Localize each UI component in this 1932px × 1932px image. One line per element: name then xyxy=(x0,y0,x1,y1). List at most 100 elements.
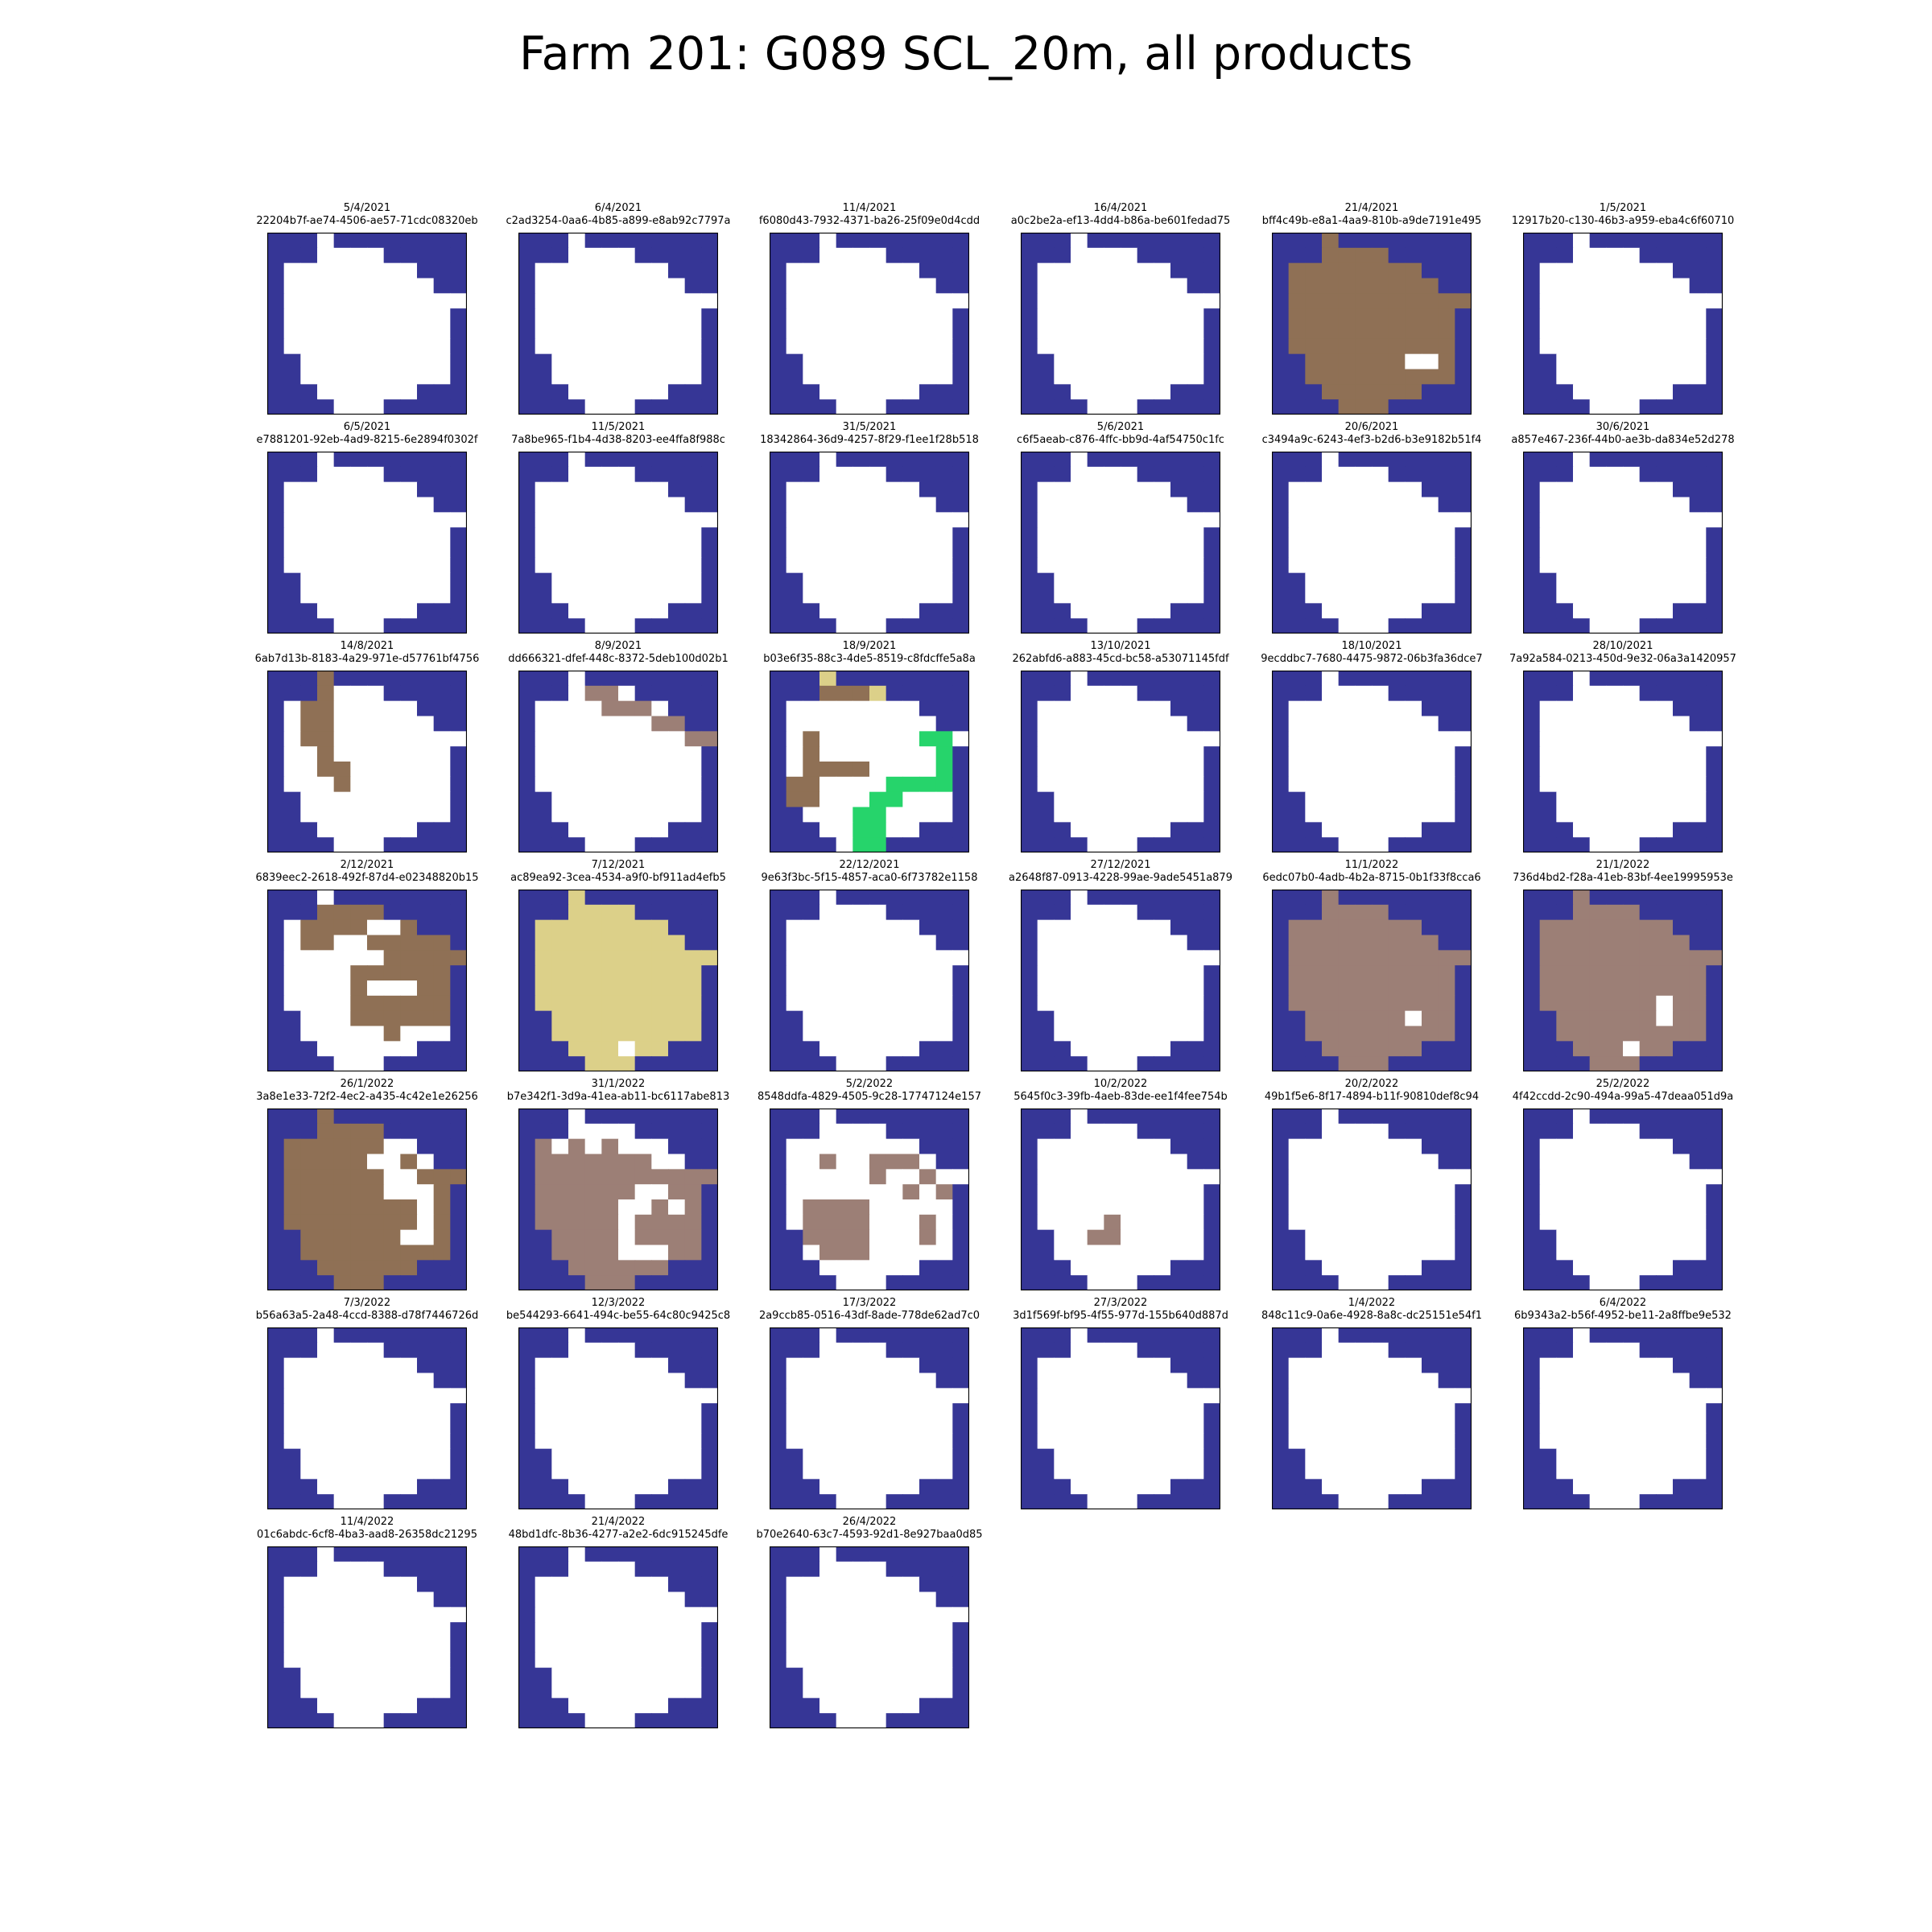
raster-cell xyxy=(400,466,418,483)
raster-cell xyxy=(1104,384,1121,400)
raster-cell xyxy=(803,762,820,778)
raster-cell xyxy=(317,603,335,619)
raster-cell xyxy=(300,1108,318,1125)
raster-cell xyxy=(1338,1010,1356,1027)
raster-cell xyxy=(584,543,602,559)
raster-cell xyxy=(902,1403,920,1419)
raster-cell xyxy=(618,1041,636,1057)
raster-cell xyxy=(267,807,285,823)
raster-cell xyxy=(317,762,335,778)
panel-product-id: dd666321-dfef-448c-8372-5deb100d02b1 xyxy=(508,653,729,665)
raster-cell xyxy=(1673,399,1690,415)
raster-cell xyxy=(651,671,669,687)
raster-cell xyxy=(819,603,837,619)
raster-cell xyxy=(283,338,301,355)
raster-cell xyxy=(350,1056,368,1071)
panel: 18/9/2021 b03e6f35-88c3-4de5-8519-c8fdcff… xyxy=(763,640,976,852)
raster-cell xyxy=(1054,1184,1071,1200)
raster-cell xyxy=(1071,1154,1088,1170)
raster-cell xyxy=(1639,700,1657,717)
raster-cell xyxy=(300,1041,318,1057)
panel-frame xyxy=(1523,671,1723,852)
raster-cell xyxy=(400,1041,418,1057)
raster-cell xyxy=(952,1463,969,1480)
raster-cell xyxy=(267,965,285,981)
raster-cell xyxy=(1154,338,1171,355)
raster-cell xyxy=(417,1433,435,1450)
raster-cell xyxy=(367,1229,385,1246)
raster-cell xyxy=(1523,497,1541,513)
raster-cell xyxy=(902,481,920,498)
raster-cell xyxy=(952,384,969,400)
raster-cell xyxy=(803,293,820,309)
raster-cell xyxy=(383,904,401,921)
raster-cell xyxy=(535,1056,552,1071)
raster-cell xyxy=(1104,353,1121,370)
raster-cell xyxy=(786,980,803,997)
raster-cell xyxy=(601,791,619,808)
raster-cell xyxy=(551,776,569,793)
raster-cell xyxy=(886,685,903,702)
raster-cell xyxy=(267,776,285,793)
raster-cell xyxy=(684,399,702,415)
raster-cell xyxy=(1706,1199,1723,1216)
raster-cell xyxy=(634,1433,652,1450)
raster-cell xyxy=(952,950,969,966)
raster-cell xyxy=(836,1245,853,1261)
raster-cell xyxy=(568,1448,586,1465)
raster-cell xyxy=(1539,1199,1557,1216)
raster-cell xyxy=(283,1214,301,1231)
raster-cell xyxy=(684,890,702,906)
raster-cell xyxy=(1388,1275,1406,1290)
raster-cell xyxy=(1203,1056,1220,1071)
raster-cell xyxy=(803,1357,820,1374)
raster-cell xyxy=(902,1184,920,1200)
raster-cell xyxy=(651,716,669,732)
raster-cell xyxy=(417,837,435,852)
raster-cell xyxy=(1121,369,1138,385)
raster-cell xyxy=(367,618,385,634)
raster-cell xyxy=(433,1229,451,1246)
raster-cell xyxy=(618,1342,636,1359)
raster-cell xyxy=(400,1169,418,1185)
raster-cell xyxy=(1104,995,1121,1012)
raster-cell xyxy=(518,466,536,483)
raster-cell xyxy=(1170,1229,1188,1246)
raster-cell xyxy=(1104,1056,1121,1071)
raster-cell xyxy=(601,1342,619,1359)
raster-cell xyxy=(1656,399,1674,415)
raster-cell xyxy=(1021,1041,1038,1057)
raster-cell xyxy=(1087,572,1104,589)
raster-cell xyxy=(1455,1154,1472,1170)
panel-frame xyxy=(770,452,969,634)
raster-cell xyxy=(551,233,569,249)
raster-cell xyxy=(1087,746,1104,762)
raster-cell xyxy=(852,399,870,415)
raster-cell xyxy=(367,919,385,936)
raster-cell xyxy=(1170,278,1188,294)
raster-cell xyxy=(1589,1138,1607,1155)
raster-cell xyxy=(1623,338,1641,355)
raster-cell xyxy=(1438,618,1455,634)
raster-cell xyxy=(1422,1138,1439,1155)
raster-cell xyxy=(535,950,552,966)
raster-cell xyxy=(267,278,285,294)
raster-cell xyxy=(1355,1199,1373,1216)
raster-cell xyxy=(886,1229,903,1246)
raster-cell xyxy=(433,1327,451,1344)
raster-cell xyxy=(568,1056,586,1071)
raster-cell xyxy=(668,262,686,279)
raster-cell xyxy=(770,1418,787,1435)
raster-cell xyxy=(869,935,887,951)
raster-cell xyxy=(869,466,887,483)
raster-cell xyxy=(1573,965,1591,981)
raster-cell xyxy=(267,685,285,702)
raster-cell xyxy=(1455,308,1472,324)
raster-cell xyxy=(1539,807,1557,823)
panel-frame xyxy=(1523,1108,1723,1290)
raster-cell xyxy=(1372,603,1389,619)
raster-cell xyxy=(1556,1041,1574,1057)
raster-cell xyxy=(400,1184,418,1200)
raster-cell xyxy=(1338,935,1356,951)
raster-cell xyxy=(1523,1199,1541,1216)
